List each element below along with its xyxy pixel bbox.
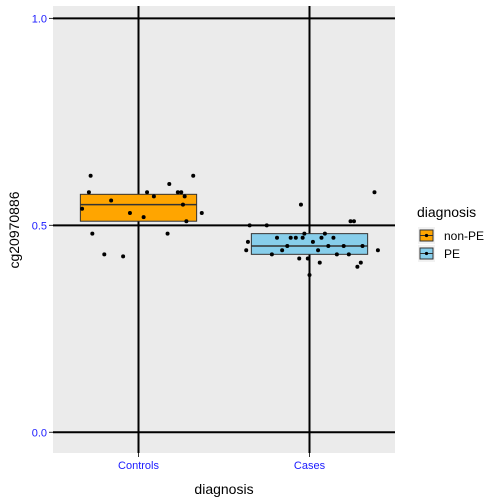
data-point bbox=[245, 239, 250, 244]
data-point bbox=[351, 219, 356, 224]
y-axis: 0.0 0.5 1.0 bbox=[32, 13, 53, 439]
data-point bbox=[88, 173, 93, 178]
data-point bbox=[179, 190, 184, 195]
data-point bbox=[317, 260, 322, 265]
y-tick-label: 1.0 bbox=[32, 13, 47, 25]
data-point bbox=[247, 223, 252, 228]
legend-key-point bbox=[424, 251, 429, 256]
data-point bbox=[331, 235, 336, 240]
boxes bbox=[79, 193, 369, 255]
data-point bbox=[141, 215, 146, 220]
data-point bbox=[151, 194, 156, 199]
data-point bbox=[307, 273, 312, 278]
data-point bbox=[322, 231, 327, 236]
data-point bbox=[145, 190, 150, 195]
data-point bbox=[175, 190, 180, 195]
legend-label-pe: PE bbox=[444, 247, 460, 261]
data-point bbox=[86, 190, 91, 195]
legend-label-non-pe: non-PE bbox=[444, 229, 484, 243]
data-point bbox=[334, 252, 339, 257]
data-point bbox=[180, 202, 185, 207]
x-axis-title: diagnosis bbox=[194, 481, 253, 497]
data-point bbox=[121, 254, 126, 259]
x-axis: Controls Cases bbox=[118, 453, 326, 472]
data-point bbox=[244, 248, 249, 253]
data-point bbox=[80, 206, 85, 211]
data-points bbox=[80, 173, 380, 278]
data-point bbox=[293, 235, 298, 240]
data-point bbox=[275, 235, 280, 240]
data-point bbox=[264, 223, 269, 228]
grid-lines bbox=[53, 6, 395, 453]
data-point bbox=[102, 252, 107, 257]
data-point bbox=[269, 252, 274, 257]
data-point bbox=[90, 231, 95, 236]
data-point bbox=[298, 202, 303, 207]
x-tick-label: Cases bbox=[294, 460, 326, 472]
legend: diagnosis non-PE PE bbox=[417, 204, 484, 262]
data-point bbox=[326, 244, 331, 249]
legend-title: diagnosis bbox=[417, 204, 476, 220]
data-point bbox=[191, 173, 196, 178]
data-point bbox=[316, 248, 321, 253]
data-point bbox=[167, 181, 172, 186]
y-tick-label: 0.0 bbox=[32, 427, 47, 439]
data-point bbox=[182, 194, 187, 199]
data-point bbox=[297, 256, 302, 261]
data-point bbox=[184, 219, 189, 224]
data-point bbox=[285, 244, 290, 249]
data-point bbox=[360, 244, 365, 249]
y-axis-title: cg20970886 bbox=[6, 191, 22, 268]
data-point bbox=[127, 210, 132, 215]
data-point bbox=[319, 235, 324, 240]
box-controls bbox=[79, 193, 198, 222]
data-point bbox=[341, 244, 346, 249]
data-point bbox=[305, 256, 310, 261]
x-tick-label: Controls bbox=[118, 460, 159, 472]
data-point bbox=[346, 252, 351, 257]
data-point bbox=[280, 248, 285, 253]
legend-key-point bbox=[424, 233, 429, 238]
data-point bbox=[199, 210, 204, 215]
data-point bbox=[372, 190, 377, 195]
data-point bbox=[165, 231, 170, 236]
y-tick-label: 0.5 bbox=[32, 220, 47, 232]
data-point bbox=[109, 198, 114, 203]
data-point bbox=[310, 239, 315, 244]
data-point bbox=[348, 219, 353, 224]
box-cases bbox=[250, 233, 369, 255]
data-point bbox=[288, 235, 293, 240]
plot-background bbox=[53, 6, 395, 453]
data-point bbox=[358, 260, 363, 265]
data-point bbox=[355, 264, 360, 269]
data-point bbox=[300, 235, 305, 240]
data-point bbox=[302, 231, 307, 236]
data-point bbox=[375, 248, 380, 253]
